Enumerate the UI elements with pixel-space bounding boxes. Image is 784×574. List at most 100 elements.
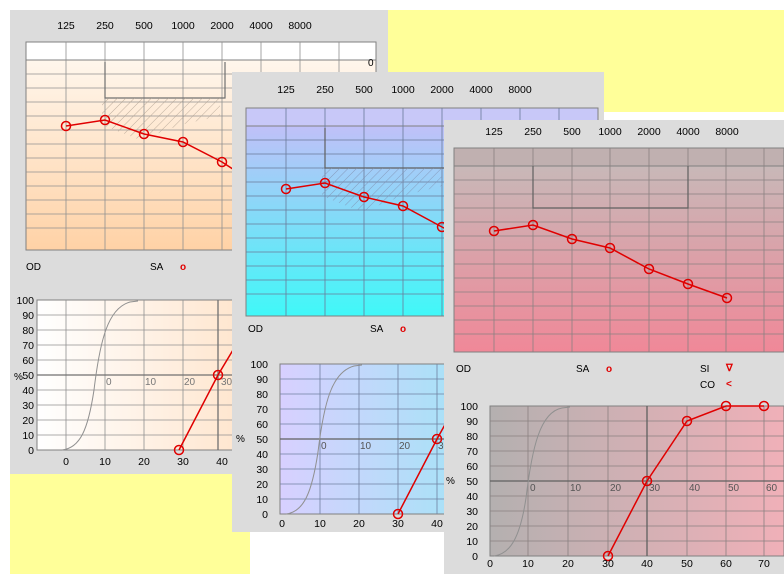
red-inner-30: 30 xyxy=(649,483,661,494)
blue-percent-label: % xyxy=(236,434,245,445)
blue-inner-20: 20 xyxy=(399,441,411,452)
orange-ytick-20: 20 xyxy=(22,415,34,427)
blue-ytick-30: 30 xyxy=(256,464,268,476)
red-co-marker: < xyxy=(726,379,732,390)
red-ytick-90: 90 xyxy=(466,416,478,428)
orange-xtick-0: 0 xyxy=(63,456,69,468)
blue-freq-125: 125 xyxy=(277,84,295,96)
red-xtick-30: 30 xyxy=(602,558,614,570)
orange-ytick-40: 40 xyxy=(22,385,34,397)
orange-ytick-50: 50 xyxy=(22,370,34,382)
orange-inner-30: 30 xyxy=(221,377,233,388)
red-freq-8000: 8000 xyxy=(715,126,739,138)
red-freq-500: 500 xyxy=(563,126,581,138)
red-audiogram-series xyxy=(488,219,733,304)
orange-freq-250: 250 xyxy=(96,20,114,32)
blue-xtick-0: 0 xyxy=(279,518,285,530)
red-ytick-10: 10 xyxy=(466,536,478,548)
red-si-label: SI xyxy=(700,364,710,375)
red-ytick-60: 60 xyxy=(466,461,478,473)
red-xtick-0: 0 xyxy=(487,558,493,570)
audiometry-window-red[interactable]: 125 250 500 1000 2000 4000 8000 OD SA o … xyxy=(444,120,784,574)
orange-freq-2000: 2000 xyxy=(210,20,234,32)
red-si-marker: ∇ xyxy=(726,363,733,374)
background-yellow-bottom xyxy=(10,474,250,574)
blue-freq-500: 500 xyxy=(355,84,373,96)
red-freq-125: 125 xyxy=(485,126,503,138)
red-sa-marker: o xyxy=(606,364,613,375)
red-audiogram-grid xyxy=(454,148,784,352)
blue-sa-label: SA xyxy=(370,324,384,335)
blue-xtick-10: 10 xyxy=(314,518,326,530)
orange-inner-0: 0 xyxy=(106,377,112,388)
orange-ytick-10: 10 xyxy=(22,430,34,442)
red-xtick-20: 20 xyxy=(562,558,574,570)
orange-xtick-20: 20 xyxy=(138,456,150,468)
red-inner-0: 0 xyxy=(530,483,536,494)
red-ytick-0: 0 xyxy=(472,551,478,563)
blue-freq-2000: 2000 xyxy=(430,84,454,96)
blue-ytick-90: 90 xyxy=(256,374,268,386)
blue-freq-8000: 8000 xyxy=(508,84,532,96)
orange-ytick-0: 0 xyxy=(28,445,34,457)
red-ytick-20: 20 xyxy=(466,521,478,533)
orange-header-strip xyxy=(25,41,377,61)
red-freq-4000: 4000 xyxy=(676,126,700,138)
red-inner-10: 10 xyxy=(570,483,582,494)
red-ytick-50: 50 xyxy=(466,476,478,488)
blue-ytick-60: 60 xyxy=(256,419,268,431)
red-inner-20: 20 xyxy=(610,483,622,494)
blue-od-label: OD xyxy=(248,324,263,335)
blue-xtick-20: 20 xyxy=(353,518,365,530)
orange-od-label: OD xyxy=(26,262,41,273)
orange-freq-1000: 1000 xyxy=(171,20,195,32)
blue-xtick-40: 40 xyxy=(431,518,443,530)
orange-xtick-40: 40 xyxy=(216,456,228,468)
orange-ytick-30: 30 xyxy=(22,400,34,412)
blue-freq-4000: 4000 xyxy=(469,84,493,96)
blue-inner-30: 30 xyxy=(438,441,449,452)
red-inner-40: 40 xyxy=(689,483,701,494)
blue-ytick-70: 70 xyxy=(256,404,268,416)
orange-sa-label: SA xyxy=(150,262,164,273)
red-xtick-10: 10 xyxy=(522,558,534,570)
red-graphics xyxy=(453,147,784,562)
orange-inner-20: 20 xyxy=(184,377,196,388)
orange-percent-label: % xyxy=(14,372,23,383)
red-od-label: OD xyxy=(456,364,471,375)
red-co-label: CO xyxy=(700,380,715,391)
blue-xtick-30: 30 xyxy=(392,518,404,530)
blue-ytick-20: 20 xyxy=(256,479,268,491)
red-ytick-100: 100 xyxy=(460,401,478,413)
blue-sa-marker: o xyxy=(400,324,407,335)
red-xtick-70: 70 xyxy=(758,558,770,570)
orange-sa-marker: o xyxy=(180,262,187,273)
blue-ytick-0: 0 xyxy=(262,509,268,521)
red-xtick-40: 40 xyxy=(641,558,653,570)
orange-freq-4000: 4000 xyxy=(249,20,273,32)
orange-audiogram-series xyxy=(60,114,243,176)
orange-ytick-90: 90 xyxy=(22,310,34,322)
red-freq-250: 250 xyxy=(524,126,542,138)
red-xtick-60: 60 xyxy=(720,558,732,570)
orange-ytick-80: 80 xyxy=(22,325,34,337)
orange-ytick-100: 100 xyxy=(16,295,34,307)
orange-inner-10: 10 xyxy=(145,377,157,388)
red-xtick-50: 50 xyxy=(681,558,693,570)
blue-inner-0: 0 xyxy=(321,441,327,452)
orange-ytick-60: 60 xyxy=(22,355,34,367)
red-speech-series xyxy=(602,400,770,562)
blue-ytick-10: 10 xyxy=(256,494,268,506)
red-ytick-30: 30 xyxy=(466,506,478,518)
blue-freq-250: 250 xyxy=(316,84,334,96)
blue-ytick-50: 50 xyxy=(256,434,268,446)
blue-ytick-80: 80 xyxy=(256,389,268,401)
red-ytick-40: 40 xyxy=(466,491,478,503)
orange-zero-label: 0 xyxy=(368,58,374,69)
red-inner-60: 60 xyxy=(766,483,778,494)
blue-freq-1000: 1000 xyxy=(391,84,415,96)
blue-ytick-40: 40 xyxy=(256,449,268,461)
blue-ytick-100: 100 xyxy=(250,359,268,371)
orange-xtick-10: 10 xyxy=(99,456,111,468)
red-ytick-80: 80 xyxy=(466,431,478,443)
